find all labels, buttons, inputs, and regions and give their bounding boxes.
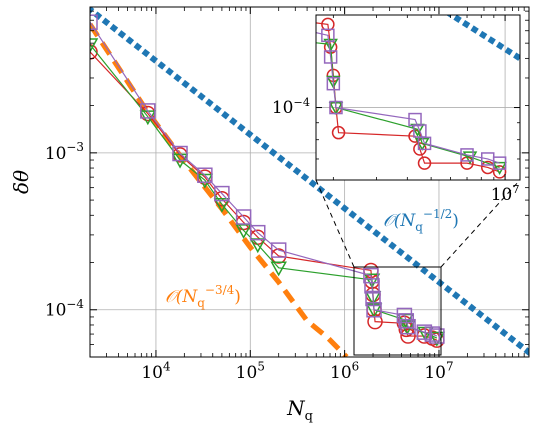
data-point-circle [400,328,416,344]
inset-ticks: 107 10−4 [272,15,520,205]
x-tick-label: 104 [141,359,170,383]
y-axis-label: δθ [9,170,33,194]
x-axis-label: Nq [286,396,313,424]
data-point-square [429,328,445,344]
inset-data-point-square [326,76,341,91]
inset-data-point-circle [417,156,432,170]
x-tick-label: 105 [236,359,265,383]
inset-data-point-square [329,100,343,115]
inset-axes-frame [315,14,521,181]
dashed-line-annotation: 𝒪(Nq−3/4) [165,283,241,310]
inset-plot-area [0,0,520,207]
y-tick-label: 10−3 [45,140,84,164]
data-point-square [235,209,252,225]
data-point-square [364,278,380,294]
dashed-reference-line [90,22,349,357]
x-tick-label: 107 [424,359,453,383]
main-ticks: 104 105 106 107 10−4 10−3 [45,7,529,383]
data-point-square [90,14,98,30]
dotted-line-annotation: 𝒪(Nq−1/2) [383,207,459,234]
x-tick-label: 106 [330,359,359,383]
inset-series-line-square [316,32,500,164]
data-point-square [270,242,287,258]
data-point-square [398,313,415,329]
zoom-box [353,266,442,356]
data-point-circle [90,44,98,60]
inset-grid [316,15,520,180]
main-axes-frame [89,6,530,358]
inset-data-point-square [321,28,335,43]
main-plot-area [90,7,529,357]
zoom-connector-left [315,179,355,268]
dotted-reference-line [90,7,529,357]
data-point-square [197,167,213,183]
data-point-square [396,307,413,324]
data-point-triangle [235,224,252,240]
zoom-connector-right [440,179,521,268]
y-tick-label: 10−4 [45,297,84,321]
data-point-triangle [428,331,446,347]
data-point-square [400,318,416,335]
inset-y-tick-label: 10−4 [272,96,310,118]
inset-data-point-square [323,50,338,64]
data-point-square [214,185,230,202]
inset-data-point-circle [321,17,335,32]
inset-data-point-circle [492,165,507,179]
data-point-square [250,224,266,241]
inset-data-point-square [417,136,432,151]
data-point-triangle [270,261,287,277]
data-point-square [416,324,433,340]
inset-data-point-square [492,156,507,170]
inset-data-point-triangle [323,38,338,52]
inset-dashed-reference-line [0,0,265,207]
data-point-square [424,326,441,342]
inset-x-tick-label: 107 [491,183,520,205]
data-point-square [365,290,381,307]
data-point-square [140,103,156,119]
data-point-triangle [363,273,381,289]
data-point-triangle [213,197,231,213]
data-point-square [366,302,382,318]
inset-data-point-square [460,148,474,162]
inset-data-point-triangle [326,75,341,89]
data-point-triangle [90,38,99,54]
inset-data-point-circle [331,125,346,140]
data-point-square [172,145,188,162]
data-point-square [363,267,379,284]
